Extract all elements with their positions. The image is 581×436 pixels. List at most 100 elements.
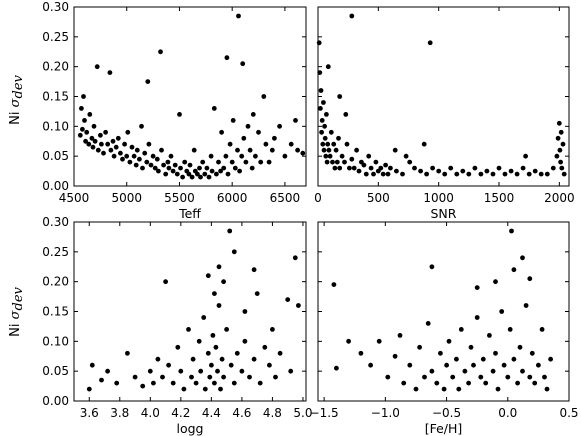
panel-feh: −1.5 −1.0 −0.5 0.0 0.5 [Fe/H] xyxy=(310,221,579,436)
data-point xyxy=(296,303,301,308)
data-point xyxy=(163,279,169,285)
data-point xyxy=(373,159,379,165)
x-tick-label: 3.8 xyxy=(110,406,129,420)
data-point xyxy=(368,165,374,171)
data-point xyxy=(146,141,152,147)
data-point xyxy=(80,126,85,132)
data-point xyxy=(152,165,158,171)
data-point xyxy=(218,168,224,174)
data-point xyxy=(235,147,240,153)
data-point xyxy=(358,350,364,356)
data-point xyxy=(295,147,300,153)
data-point xyxy=(267,362,272,368)
data-point xyxy=(227,228,233,234)
data-point xyxy=(94,64,100,70)
data-point xyxy=(288,368,294,374)
data-point xyxy=(197,165,202,171)
scatter-points xyxy=(331,228,553,392)
data-point xyxy=(548,356,553,362)
x-tick-label: 4500 xyxy=(59,191,90,205)
data-point xyxy=(392,353,398,359)
data-point xyxy=(213,344,219,350)
data-point xyxy=(182,159,188,165)
data-point xyxy=(223,153,229,159)
y-tick-label: 0.05 xyxy=(42,364,69,378)
data-point xyxy=(216,264,222,270)
data-point xyxy=(401,380,407,386)
data-point xyxy=(397,333,403,338)
data-point xyxy=(95,147,101,153)
y-tick-label: 0.00 xyxy=(42,179,69,193)
data-point xyxy=(105,141,111,147)
data-point xyxy=(118,150,123,156)
data-point xyxy=(322,135,328,141)
x-tick-label: 6000 xyxy=(217,191,248,205)
data-point xyxy=(327,153,333,159)
data-point xyxy=(490,171,496,177)
data-point xyxy=(380,171,386,177)
data-point xyxy=(251,267,257,273)
data-point xyxy=(154,156,160,162)
data-point xyxy=(385,374,391,380)
data-point xyxy=(82,118,87,123)
data-point xyxy=(132,374,138,380)
data-point xyxy=(458,327,464,332)
data-point xyxy=(520,165,526,171)
data-point xyxy=(120,156,125,162)
data-point xyxy=(175,344,181,350)
data-point xyxy=(478,171,484,177)
data-point xyxy=(347,165,352,171)
data-point xyxy=(247,374,252,380)
data-point xyxy=(101,150,106,156)
data-point xyxy=(333,147,339,153)
data-point xyxy=(115,135,121,141)
data-point xyxy=(407,362,413,368)
panel-teff: 4500 5000 5500 6000 6500 0.00 0.05 0.10 0.15 0.20… xyxy=(42,0,307,221)
data-point xyxy=(293,118,298,123)
data-point xyxy=(81,94,86,99)
data-point xyxy=(202,171,208,177)
data-point xyxy=(542,374,547,380)
data-point xyxy=(430,165,435,171)
data-point xyxy=(110,138,116,144)
data-point xyxy=(363,171,369,177)
data-point xyxy=(207,374,213,380)
data-point xyxy=(326,147,332,153)
data-point xyxy=(495,386,501,392)
data-point xyxy=(317,70,323,75)
data-point xyxy=(177,112,182,117)
data-point xyxy=(417,344,422,350)
data-point xyxy=(193,380,199,386)
data-point xyxy=(172,162,178,168)
y-tick-label: 0.10 xyxy=(42,119,69,133)
x-axis-label: SNR xyxy=(431,206,457,221)
data-point xyxy=(556,120,562,126)
data-point xyxy=(98,132,103,138)
data-point xyxy=(218,386,223,392)
data-point xyxy=(219,356,225,362)
data-point xyxy=(523,303,529,308)
data-point xyxy=(186,171,192,177)
data-point xyxy=(509,228,514,234)
data-point xyxy=(87,112,93,117)
data-point xyxy=(456,386,462,392)
data-point xyxy=(92,138,98,144)
x-tick-label: 4.2 xyxy=(171,406,190,420)
data-point xyxy=(474,315,480,320)
data-point xyxy=(480,356,486,362)
data-point xyxy=(221,279,227,285)
data-point xyxy=(351,165,357,171)
data-point xyxy=(241,135,247,141)
data-point xyxy=(111,153,117,159)
data-point xyxy=(444,362,449,368)
data-point xyxy=(422,374,427,380)
data-point xyxy=(225,171,231,177)
data-point xyxy=(330,159,335,165)
data-point xyxy=(490,368,496,374)
data-point xyxy=(282,153,288,159)
data-point xyxy=(247,147,253,153)
data-point xyxy=(79,106,84,111)
data-point xyxy=(511,356,517,362)
data-point xyxy=(466,171,472,177)
